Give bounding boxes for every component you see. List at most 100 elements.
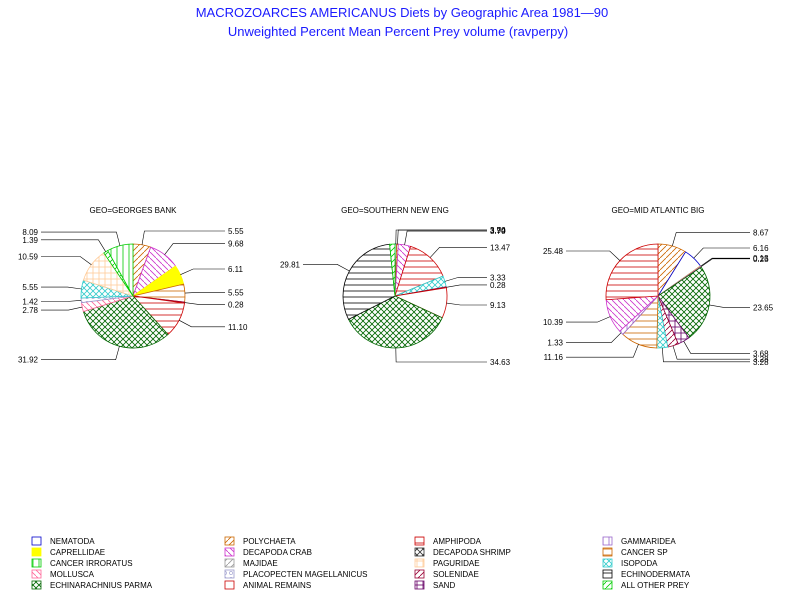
slice-value-label: 10.39 <box>543 318 564 327</box>
legend-label: DECAPODA CRAB <box>243 548 312 557</box>
legend-label: GAMMARIDEA <box>621 537 676 546</box>
legend-label: MAJIDAE <box>243 559 278 568</box>
leader-line <box>662 347 750 363</box>
slice-value-label: 6.16 <box>753 244 769 253</box>
leader-line <box>566 316 611 323</box>
leader-line <box>404 230 487 245</box>
pie-area-label: GEO=SOUTHERN NEW ENG <box>341 206 449 215</box>
pie-slice-cancer-irroratus <box>107 243 134 298</box>
legend-label: SOLENIDAE <box>433 570 479 579</box>
legend-item-paguridae: PAGURIDAE <box>414 558 480 568</box>
slice-value-label: 2.78 <box>22 306 38 315</box>
slice-value-label: 5.55 <box>22 283 38 292</box>
pie-area-label: GEO=GEORGES BANK <box>90 206 178 215</box>
leader-line <box>566 344 639 358</box>
pie-slice-echinarachnius-parma <box>347 295 443 349</box>
legend-label: POLYCHAETA <box>243 537 296 546</box>
legend-swatch <box>414 580 425 590</box>
leader-line <box>395 347 487 363</box>
leader-line <box>566 332 622 343</box>
legend-label: SAND <box>433 581 455 590</box>
legend-item-polychaeta: POLYCHAETA <box>224 536 296 546</box>
legend-swatch <box>414 558 425 568</box>
legend-label: CANCER IRRORATUS <box>50 559 133 568</box>
legend-swatch <box>414 569 425 579</box>
legend-swatch <box>224 536 235 546</box>
legend-item-solenidae: SOLENIDAE <box>414 569 479 579</box>
legend-swatch <box>224 569 235 579</box>
slice-value-label: 8.67 <box>753 229 769 238</box>
slice-value-label: 9.68 <box>228 240 244 249</box>
legend-label: CAPRELLIDAE <box>50 548 105 557</box>
slice-value-label: 34.63 <box>490 358 511 367</box>
leader-line <box>709 304 750 308</box>
legend-label: ISOPODA <box>621 559 658 568</box>
legend-label: CANCER SP <box>621 548 668 557</box>
leader-line <box>566 250 621 261</box>
legend-label: ALL OTHER PREY <box>621 581 690 590</box>
leader-line <box>429 247 487 258</box>
slice-value-label: 0.25 <box>753 255 769 264</box>
legend-item-decapoda-shrimp: DECAPODA SHRIMP <box>414 547 511 557</box>
pie-geo-mid-atlantic-big: GEO=MID ATLANTIC BIG 8.67 6.160.130.25 23.6… <box>543 206 774 367</box>
leader-line <box>41 346 120 361</box>
legend-label: ECHINODERMATA <box>621 570 691 579</box>
legend-item-echinodermata: ECHINODERMATA <box>602 569 691 579</box>
legend-item-cancer-irroratus: CANCER IRRORATUS <box>31 558 133 568</box>
leader-line <box>178 319 225 328</box>
leader-line <box>41 300 82 302</box>
pie-slice-echinodermata <box>342 243 396 320</box>
slice-value-label: 9.13 <box>490 301 506 310</box>
legend-item-mollusca: MOLLUSCA <box>31 569 95 579</box>
legend: NEMATODA POLYCHAETA AMPHIPODA GAMMARIDEA CAP… <box>31 536 691 590</box>
slice-value-label: 3.90 <box>490 226 506 235</box>
leader-line <box>41 256 92 266</box>
leader-line <box>444 277 487 282</box>
leader-line <box>184 302 225 305</box>
pie-geo-georges-bank: GEO=GEORGES BANK 5.55 9.68 6.11 5.55 0.28 11.1… <box>18 206 248 365</box>
legend-item-amphipoda: AMPHIPODA <box>414 536 482 546</box>
legend-label: ECHINARACHNIUS PARMA <box>50 581 153 590</box>
legend-swatch <box>602 547 613 557</box>
leader-line <box>397 229 487 245</box>
slice-value-label: 23.65 <box>753 303 774 312</box>
legend-label: PAGURIDAE <box>433 559 480 568</box>
slice-value-label: 13.47 <box>490 243 511 252</box>
leader-line <box>395 229 487 245</box>
slice-value-label: 5.55 <box>228 227 244 236</box>
slice-value-label: 3.74 <box>490 226 506 235</box>
leader-line <box>446 284 487 288</box>
leader-line <box>700 258 750 267</box>
leader-line <box>683 341 750 354</box>
legend-swatch <box>414 536 425 546</box>
legend-swatch <box>31 569 42 579</box>
legend-label: ANIMAL REMAINS <box>243 581 311 590</box>
legend-item-nematoda: NEMATODA <box>31 536 95 546</box>
leader-line <box>41 239 106 252</box>
leader-line <box>41 286 82 290</box>
leader-line <box>672 345 750 360</box>
legend-swatch <box>31 536 42 546</box>
legend-item-decapoda-crab: DECAPODA CRAB <box>224 547 312 557</box>
slice-value-label: 11.16 <box>544 353 564 362</box>
leader-line <box>184 291 225 294</box>
legend-swatch <box>224 580 235 590</box>
slice-value-label: 3.28 <box>753 358 769 367</box>
leader-line <box>41 231 121 246</box>
legend-item-caprellidae: CAPRELLIDAE <box>31 547 105 557</box>
legend-item-animal-remains: ANIMAL REMAINS <box>224 580 311 590</box>
slice-value-label: 3.33 <box>490 273 506 282</box>
legend-label: DECAPODA SHRIMP <box>433 548 511 557</box>
slice-value-label: 0.28 <box>490 281 506 290</box>
legend-item-isopoda: ISOPODA <box>602 558 658 568</box>
slice-value-label: 3.28 <box>753 355 769 364</box>
chart-title: MACROZOARCES AMERICANUS Diets by Geograp… <box>196 5 609 20</box>
pie-slice-amphipoda <box>605 243 659 301</box>
legend-swatch <box>224 558 235 568</box>
legend-item-majidae: MAJIDAE <box>224 558 278 568</box>
legend-swatch <box>31 580 42 590</box>
pie-slice-echinarachnius-parma <box>82 295 169 349</box>
legend-item-cancer-sp: CANCER SP <box>602 547 668 557</box>
legend-item-all-other-prey: ALL OTHER PREY <box>602 580 690 590</box>
